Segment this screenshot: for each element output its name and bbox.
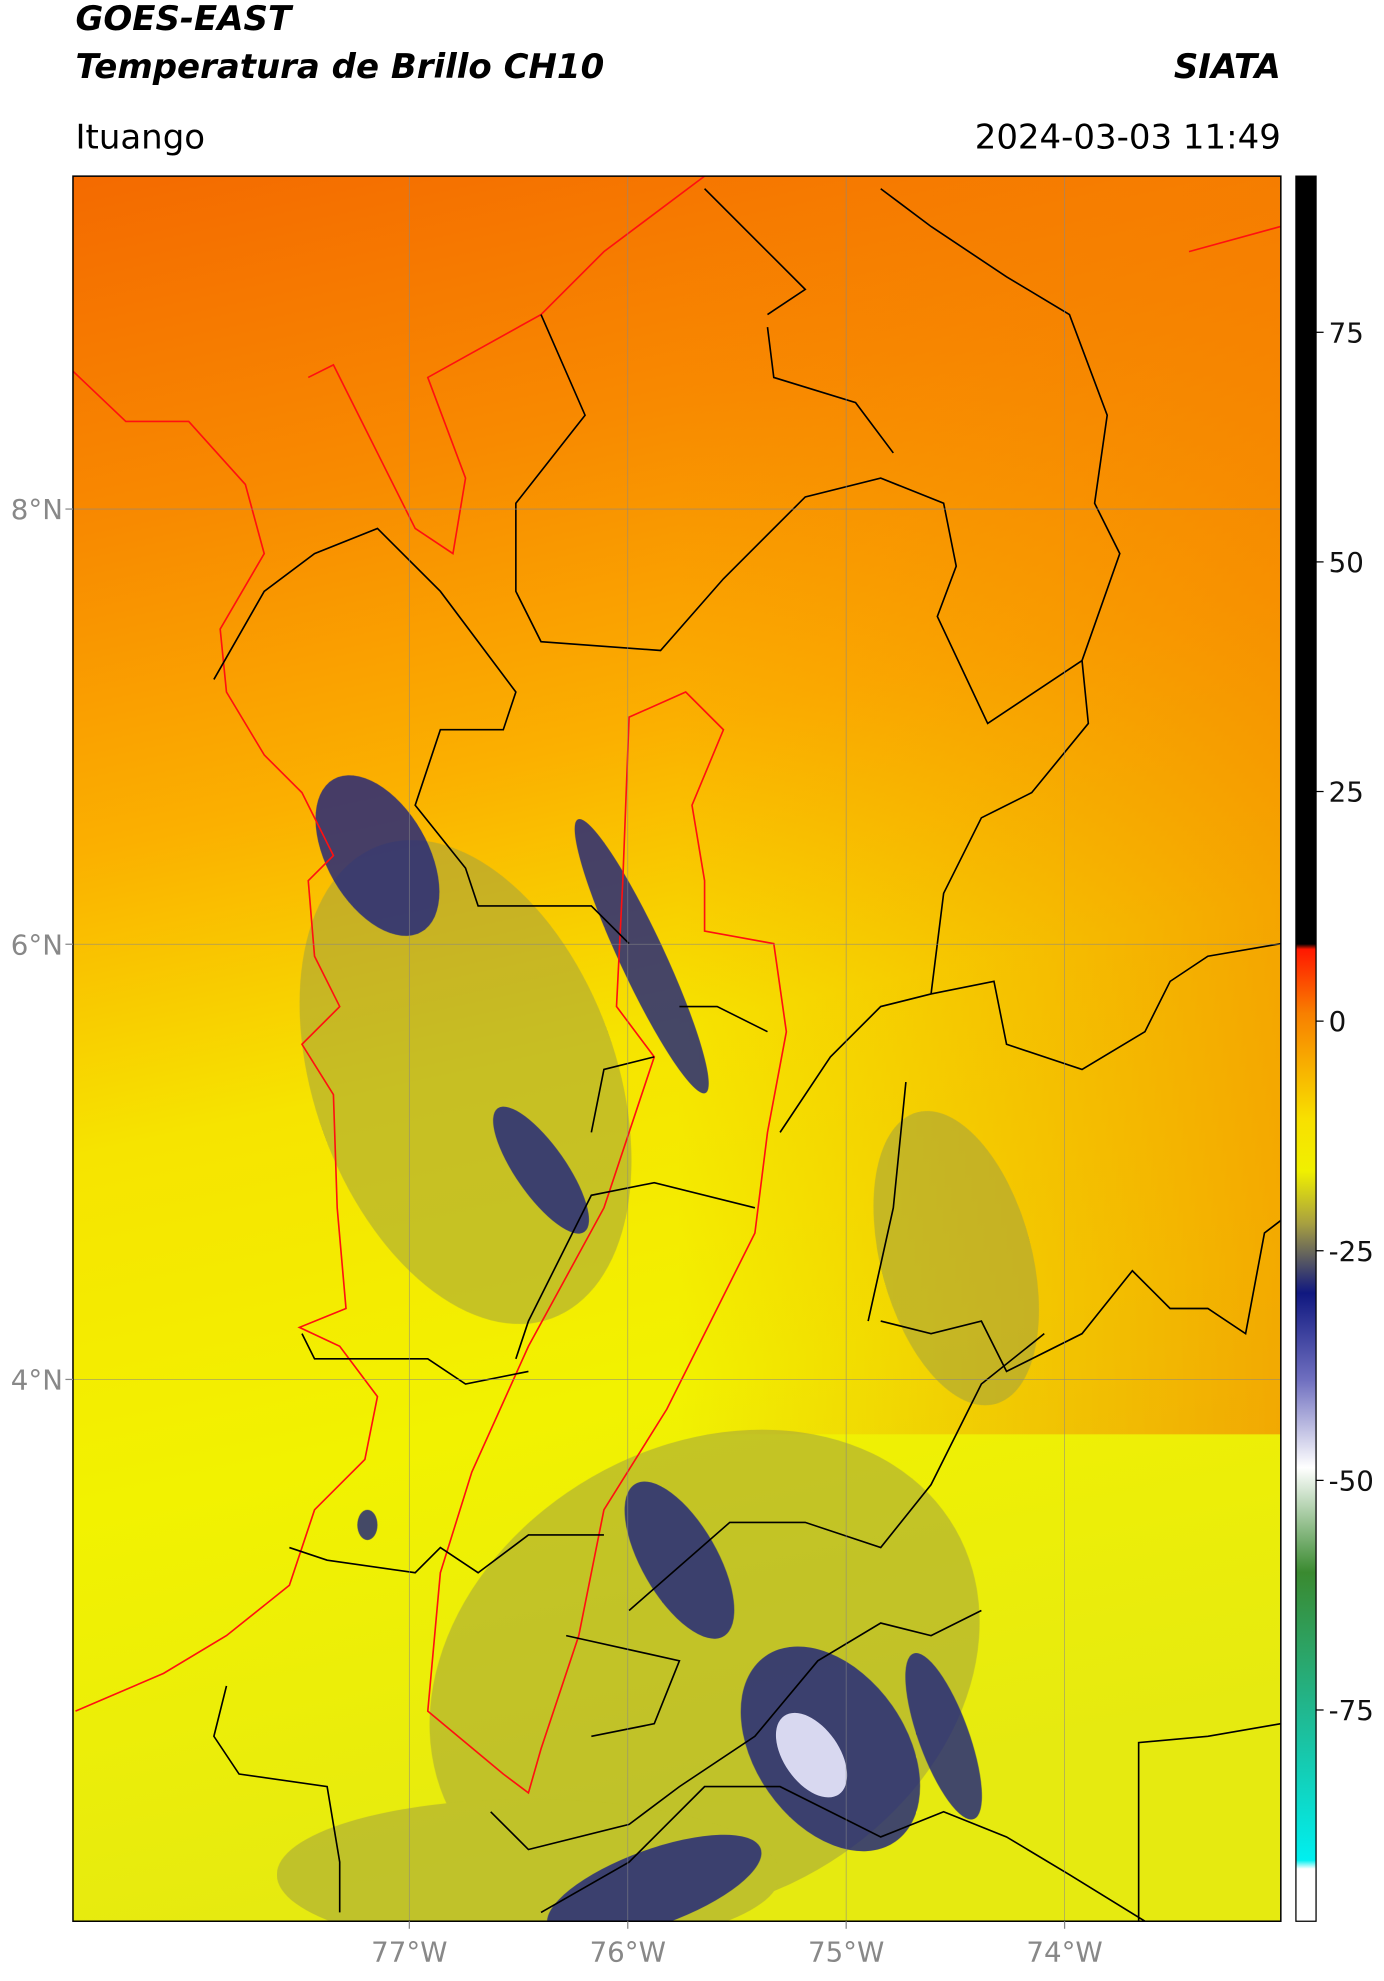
title: GOES-EAST [75, 0, 293, 39]
y-tick-label: 4°N [11, 1363, 63, 1396]
region-boundary [426, 691, 788, 1795]
admin-boundaries [213, 188, 1281, 1922]
map-frame [72, 175, 1282, 1922]
region: Ituango [75, 117, 205, 157]
colorbar-tick-label: -75 [1329, 1694, 1374, 1727]
cloud-deep [315, 775, 982, 1922]
subtitle: Temperatura de Brillo CH10 [75, 47, 604, 87]
cloud-core [775, 1712, 848, 1798]
x-tick-label: 75°W [808, 1935, 884, 1968]
timestamp: 2024-03-03 11:49 [975, 117, 1281, 157]
x-tick-label: 77°W [371, 1935, 447, 1968]
colorbar-tick-label: -50 [1329, 1464, 1374, 1497]
x-tick-label: 76°W [590, 1935, 666, 1968]
x-tick-label: 74°W [1026, 1935, 1102, 1968]
grid [72, 176, 1281, 1922]
y-tick-label: 8°N [11, 493, 63, 526]
coastline [72, 176, 1281, 1712]
map-image [72, 176, 1281, 1922]
y-tick-label: 6°N [11, 928, 63, 961]
map-shading [72, 176, 1281, 1435]
source: SIATA [1174, 47, 1281, 87]
colorbar-tick-label: 75 [1329, 316, 1364, 349]
colorbar [1295, 175, 1317, 1922]
colorbar-tick-label: 0 [1329, 1005, 1347, 1038]
colorbar-tick-label: 50 [1329, 546, 1364, 579]
colorbar-tick-label: 25 [1329, 776, 1364, 809]
colorbar-tick-label: -25 [1329, 1235, 1374, 1268]
